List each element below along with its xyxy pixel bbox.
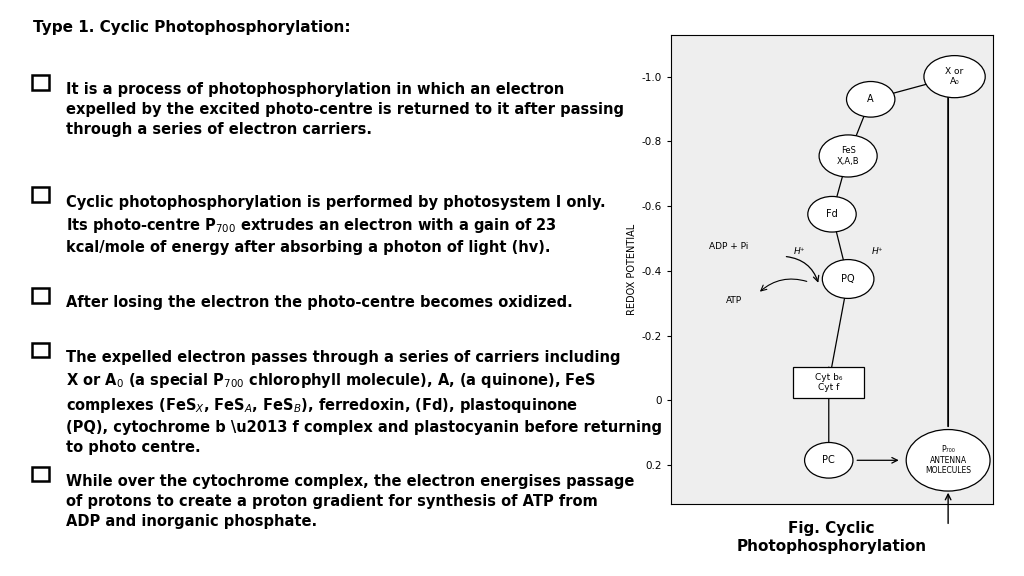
Ellipse shape	[847, 82, 895, 117]
Ellipse shape	[924, 56, 985, 98]
Text: Type 1. Cyclic Photophosphorylation:: Type 1. Cyclic Photophosphorylation:	[34, 20, 351, 35]
Text: It is a process of photophosphorylation in which an electron
expelled by the exc: It is a process of photophosphorylation …	[66, 82, 624, 138]
Text: X or
A₀: X or A₀	[945, 67, 964, 86]
Ellipse shape	[906, 430, 990, 491]
Bar	[32, 75, 48, 89]
Text: Fd: Fd	[826, 209, 838, 219]
Text: The expelled electron passes through a series of carriers including
X or A$_0$ (: The expelled electron passes through a s…	[66, 350, 662, 455]
Bar	[32, 288, 48, 303]
Text: PC: PC	[822, 455, 836, 465]
Ellipse shape	[805, 442, 853, 478]
Text: P₇₀₀
ANTENNA
MOLECULES: P₇₀₀ ANTENNA MOLECULES	[925, 445, 971, 475]
Y-axis label: REDOX POTENTIAL: REDOX POTENTIAL	[628, 223, 637, 315]
Text: While over the cytochrome complex, the electron energises passage
of protons to : While over the cytochrome complex, the e…	[66, 474, 634, 529]
Text: Fig. Cyclic
Photophosphorylation: Fig. Cyclic Photophosphorylation	[736, 521, 927, 554]
Text: ATP: ATP	[726, 295, 741, 305]
Bar	[32, 343, 48, 357]
Text: H⁺: H⁺	[871, 247, 883, 256]
Text: ADP + Pi: ADP + Pi	[710, 242, 749, 251]
Ellipse shape	[808, 196, 856, 232]
Ellipse shape	[822, 260, 873, 298]
Text: H⁺: H⁺	[794, 247, 806, 256]
Bar	[32, 187, 48, 202]
Text: After losing the electron the photo-centre becomes oxidized.: After losing the electron the photo-cent…	[66, 295, 572, 310]
Text: Cyclic photophosphorylation is performed by photosystem I only.
Its photo-centre: Cyclic photophosphorylation is performed…	[66, 195, 605, 255]
Text: FeS
X,A,B: FeS X,A,B	[837, 146, 859, 166]
Bar	[32, 467, 48, 482]
Text: Cyt b₆
Cyt f: Cyt b₆ Cyt f	[815, 373, 843, 392]
Bar	[794, 367, 864, 398]
Ellipse shape	[819, 135, 878, 177]
Text: A: A	[867, 94, 874, 104]
Text: PQ: PQ	[842, 274, 855, 284]
